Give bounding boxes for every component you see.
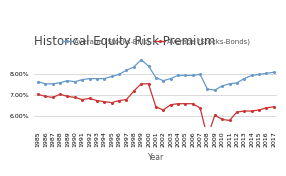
Text: Historical Equity Risk Premium: Historical Equity Risk Premium — [34, 35, 216, 48]
Average (Stocks-Bonds) — [36, 93, 40, 95]
Average (Stocks-Bonds) — [184, 103, 187, 105]
Average (Stocks-Bonds) — [95, 99, 99, 102]
Average (Stocks-Bonds) — [80, 98, 84, 100]
Average (Stocks-Bonds) — [265, 107, 268, 109]
Average (Stocks-Bills) — [176, 74, 180, 77]
Average (Stocks-Bonds) — [110, 102, 113, 104]
Average (Stocks-Bonds) — [206, 136, 209, 138]
Average (Stocks-Bills) — [235, 82, 239, 84]
Average (Stocks-Bills) — [44, 83, 47, 85]
Average (Stocks-Bills) — [117, 73, 121, 76]
Average (Stocks-Bonds) — [213, 114, 217, 116]
Average (Stocks-Bonds) — [169, 104, 172, 106]
Average (Stocks-Bills) — [228, 83, 231, 85]
Legend: Average (Stocks-Bills), Average (Stocks-Bonds): Average (Stocks-Bills), Average (Stocks-… — [59, 36, 253, 48]
Average (Stocks-Bonds) — [132, 90, 136, 92]
Average (Stocks-Bills) — [213, 89, 217, 91]
Average (Stocks-Bills) — [243, 77, 246, 80]
Average (Stocks-Bills) — [132, 66, 136, 68]
Average (Stocks-Bonds) — [88, 97, 91, 99]
Average (Stocks-Bills) — [257, 73, 261, 76]
Average (Stocks-Bills) — [198, 73, 202, 76]
Average (Stocks-Bills) — [184, 74, 187, 77]
Average (Stocks-Bonds) — [250, 110, 253, 112]
Average (Stocks-Bills) — [206, 88, 209, 90]
Average (Stocks-Bonds) — [272, 106, 275, 108]
Average (Stocks-Bills) — [80, 78, 84, 81]
Average (Stocks-Bonds) — [51, 96, 54, 99]
Average (Stocks-Bonds) — [58, 93, 62, 95]
Average (Stocks-Bonds) — [162, 109, 165, 111]
Average (Stocks-Bonds) — [191, 103, 194, 105]
Average (Stocks-Bonds) — [257, 109, 261, 111]
Average (Stocks-Bonds) — [154, 106, 158, 108]
Average (Stocks-Bills) — [139, 59, 143, 61]
Average (Stocks-Bonds) — [228, 119, 231, 121]
Average (Stocks-Bonds) — [117, 99, 121, 102]
Average (Stocks-Bonds) — [44, 95, 47, 98]
Average (Stocks-Bills) — [221, 85, 224, 87]
Average (Stocks-Bills) — [147, 65, 150, 67]
Average (Stocks-Bonds) — [147, 83, 150, 85]
Average (Stocks-Bonds) — [66, 95, 69, 98]
Average (Stocks-Bills) — [73, 81, 77, 83]
Average (Stocks-Bills) — [250, 74, 253, 77]
Average (Stocks-Bills) — [88, 77, 91, 80]
Average (Stocks-Bonds) — [235, 111, 239, 113]
Line: Average (Stocks-Bonds): Average (Stocks-Bonds) — [37, 83, 275, 138]
Average (Stocks-Bills) — [58, 82, 62, 84]
Average (Stocks-Bills) — [169, 77, 172, 80]
Average (Stocks-Bonds) — [139, 83, 143, 85]
Average (Stocks-Bills) — [103, 77, 106, 80]
Average (Stocks-Bills) — [265, 72, 268, 74]
Average (Stocks-Bills) — [191, 74, 194, 77]
Average (Stocks-Bonds) — [125, 98, 128, 100]
Average (Stocks-Bonds) — [73, 96, 77, 99]
Average (Stocks-Bills) — [51, 83, 54, 85]
Average (Stocks-Bills) — [154, 77, 158, 79]
Average (Stocks-Bills) — [162, 80, 165, 82]
Average (Stocks-Bills) — [36, 81, 40, 83]
Average (Stocks-Bills) — [125, 69, 128, 71]
X-axis label: Year: Year — [148, 153, 164, 162]
Average (Stocks-Bonds) — [243, 110, 246, 112]
Average (Stocks-Bonds) — [198, 107, 202, 109]
Average (Stocks-Bills) — [95, 77, 99, 80]
Average (Stocks-Bonds) — [103, 100, 106, 103]
Average (Stocks-Bills) — [66, 80, 69, 82]
Average (Stocks-Bills) — [272, 71, 275, 73]
Average (Stocks-Bonds) — [221, 118, 224, 120]
Average (Stocks-Bills) — [110, 76, 113, 78]
Line: Average (Stocks-Bills): Average (Stocks-Bills) — [37, 59, 275, 91]
Average (Stocks-Bonds) — [176, 103, 180, 105]
